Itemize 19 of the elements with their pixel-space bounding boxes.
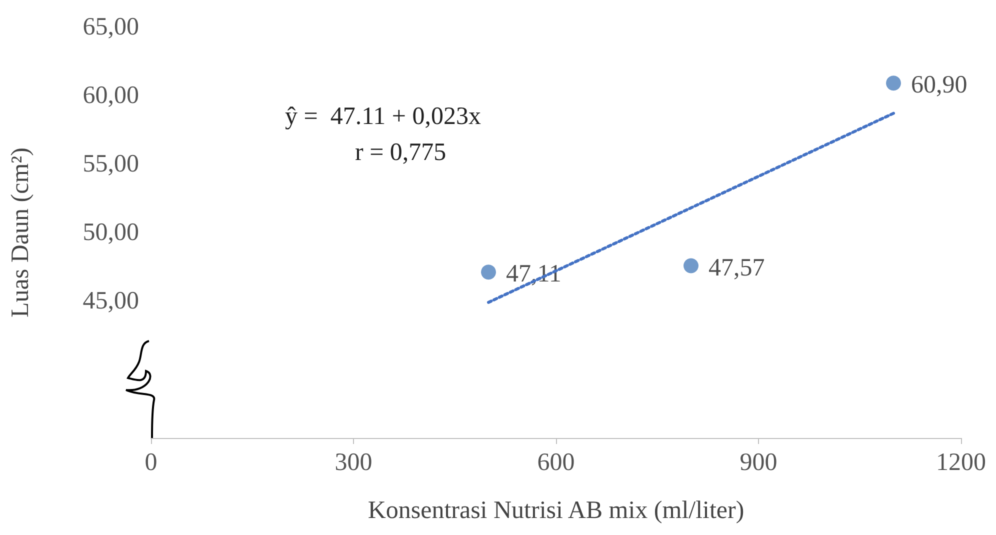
data-label: 60,90	[911, 72, 968, 99]
data-label: 47,57	[708, 254, 765, 282]
y-tick-label: 60,00	[82, 82, 139, 109]
point	[684, 258, 698, 274]
annotation: r = 0,775	[355, 139, 446, 166]
point	[886, 76, 901, 91]
point	[481, 264, 496, 280]
y-tick-label: 55,00	[82, 150, 139, 178]
y-tick-label: 50,00	[82, 219, 139, 246]
x-tick-label: 0	[144, 449, 158, 476]
x-axis-title: Konsentrasi Nutrisi AB mix (ml/liter)	[368, 497, 744, 524]
x-tick-label: 300	[334, 449, 372, 476]
x-tick-label: 900	[740, 449, 778, 476]
x-tick-label: 1200	[936, 449, 986, 476]
x-tick-label: 600	[537, 449, 575, 476]
y-tick-label: 45,00	[82, 288, 139, 314]
annotation: ŷ = 47.11 + 0,023x	[285, 103, 482, 130]
y-axis-title: Luas Daun (cm²)	[7, 148, 34, 318]
y-tick-label: 65,00	[82, 14, 139, 40]
